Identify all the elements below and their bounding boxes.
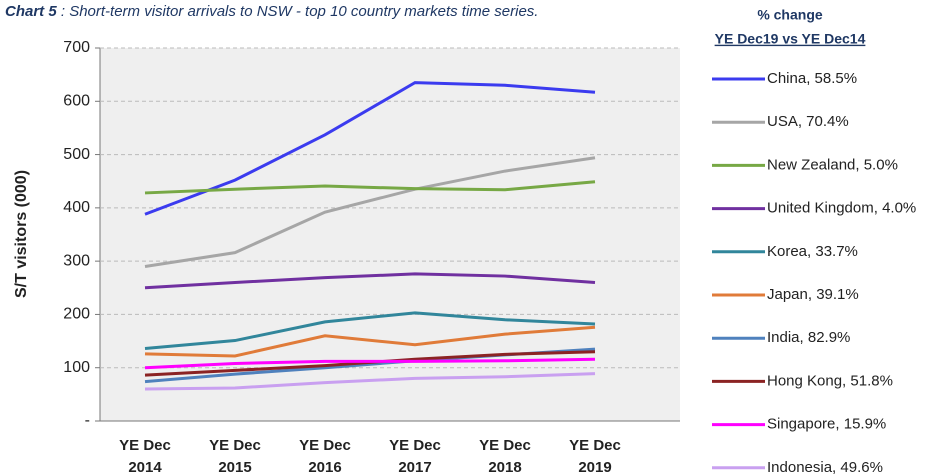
x-tick-label: YE Dec (479, 437, 531, 454)
legend-title: % change (757, 7, 823, 23)
x-tick-label: YE Dec (389, 437, 441, 454)
y-tick-label: - (85, 412, 90, 429)
series-line (144, 180, 596, 195)
y-tick-label: 500 (63, 146, 90, 163)
y-tick-label: 700 (63, 39, 90, 56)
x-tick-label: 2016 (308, 459, 341, 476)
x-tick-label: 2017 (398, 459, 431, 476)
series-line (144, 81, 596, 216)
y-tick-label: 300 (63, 252, 90, 269)
legend-label: Hong Kong, 51.8% (767, 372, 893, 389)
x-tick-label: 2015 (218, 459, 251, 476)
legend-label: New Zealand, 5.0% (767, 156, 898, 173)
x-tick-label: 2014 (128, 459, 162, 476)
y-tick-label: 600 (63, 93, 90, 110)
series-line (144, 272, 596, 290)
x-tick-label: YE Dec (209, 437, 261, 454)
legend-label: USA, 70.4% (767, 113, 849, 130)
legend-label: Indonesia, 49.6% (767, 459, 883, 476)
chart-title: Chart 5 : Short-term visitor arrivals to… (5, 3, 538, 20)
series-line (144, 156, 596, 268)
legend-label: India, 82.9% (767, 329, 850, 346)
x-tick-label: 2019 (578, 459, 611, 476)
legend-subtitle: YE Dec19 vs YE Dec14 (715, 31, 866, 47)
x-tick-label: YE Dec (299, 437, 351, 454)
x-tick-label: YE Dec (569, 437, 621, 454)
y-axis-label: S/T visitors (000) (13, 170, 30, 298)
y-tick-label: 200 (63, 306, 90, 323)
y-tick-label: 100 (63, 359, 90, 376)
series-line (144, 357, 596, 370)
series-line (144, 372, 596, 391)
legend-label: United Kingdom, 4.0% (767, 200, 916, 217)
x-tick-label: 2018 (488, 459, 521, 476)
series-line (144, 325, 596, 358)
title-prefix: Chart 5 (5, 3, 57, 20)
x-tick-label: YE Dec (119, 437, 171, 454)
title-text: : Short-term visitor arrivals to NSW - t… (57, 3, 539, 20)
series-line (144, 311, 596, 351)
legend-label: China, 58.5% (767, 70, 857, 87)
legend-label: Japan, 39.1% (767, 286, 859, 303)
legend-label: Singapore, 15.9% (767, 416, 886, 433)
y-tick-label: 400 (63, 199, 90, 216)
legend-label: Korea, 33.7% (767, 243, 858, 260)
